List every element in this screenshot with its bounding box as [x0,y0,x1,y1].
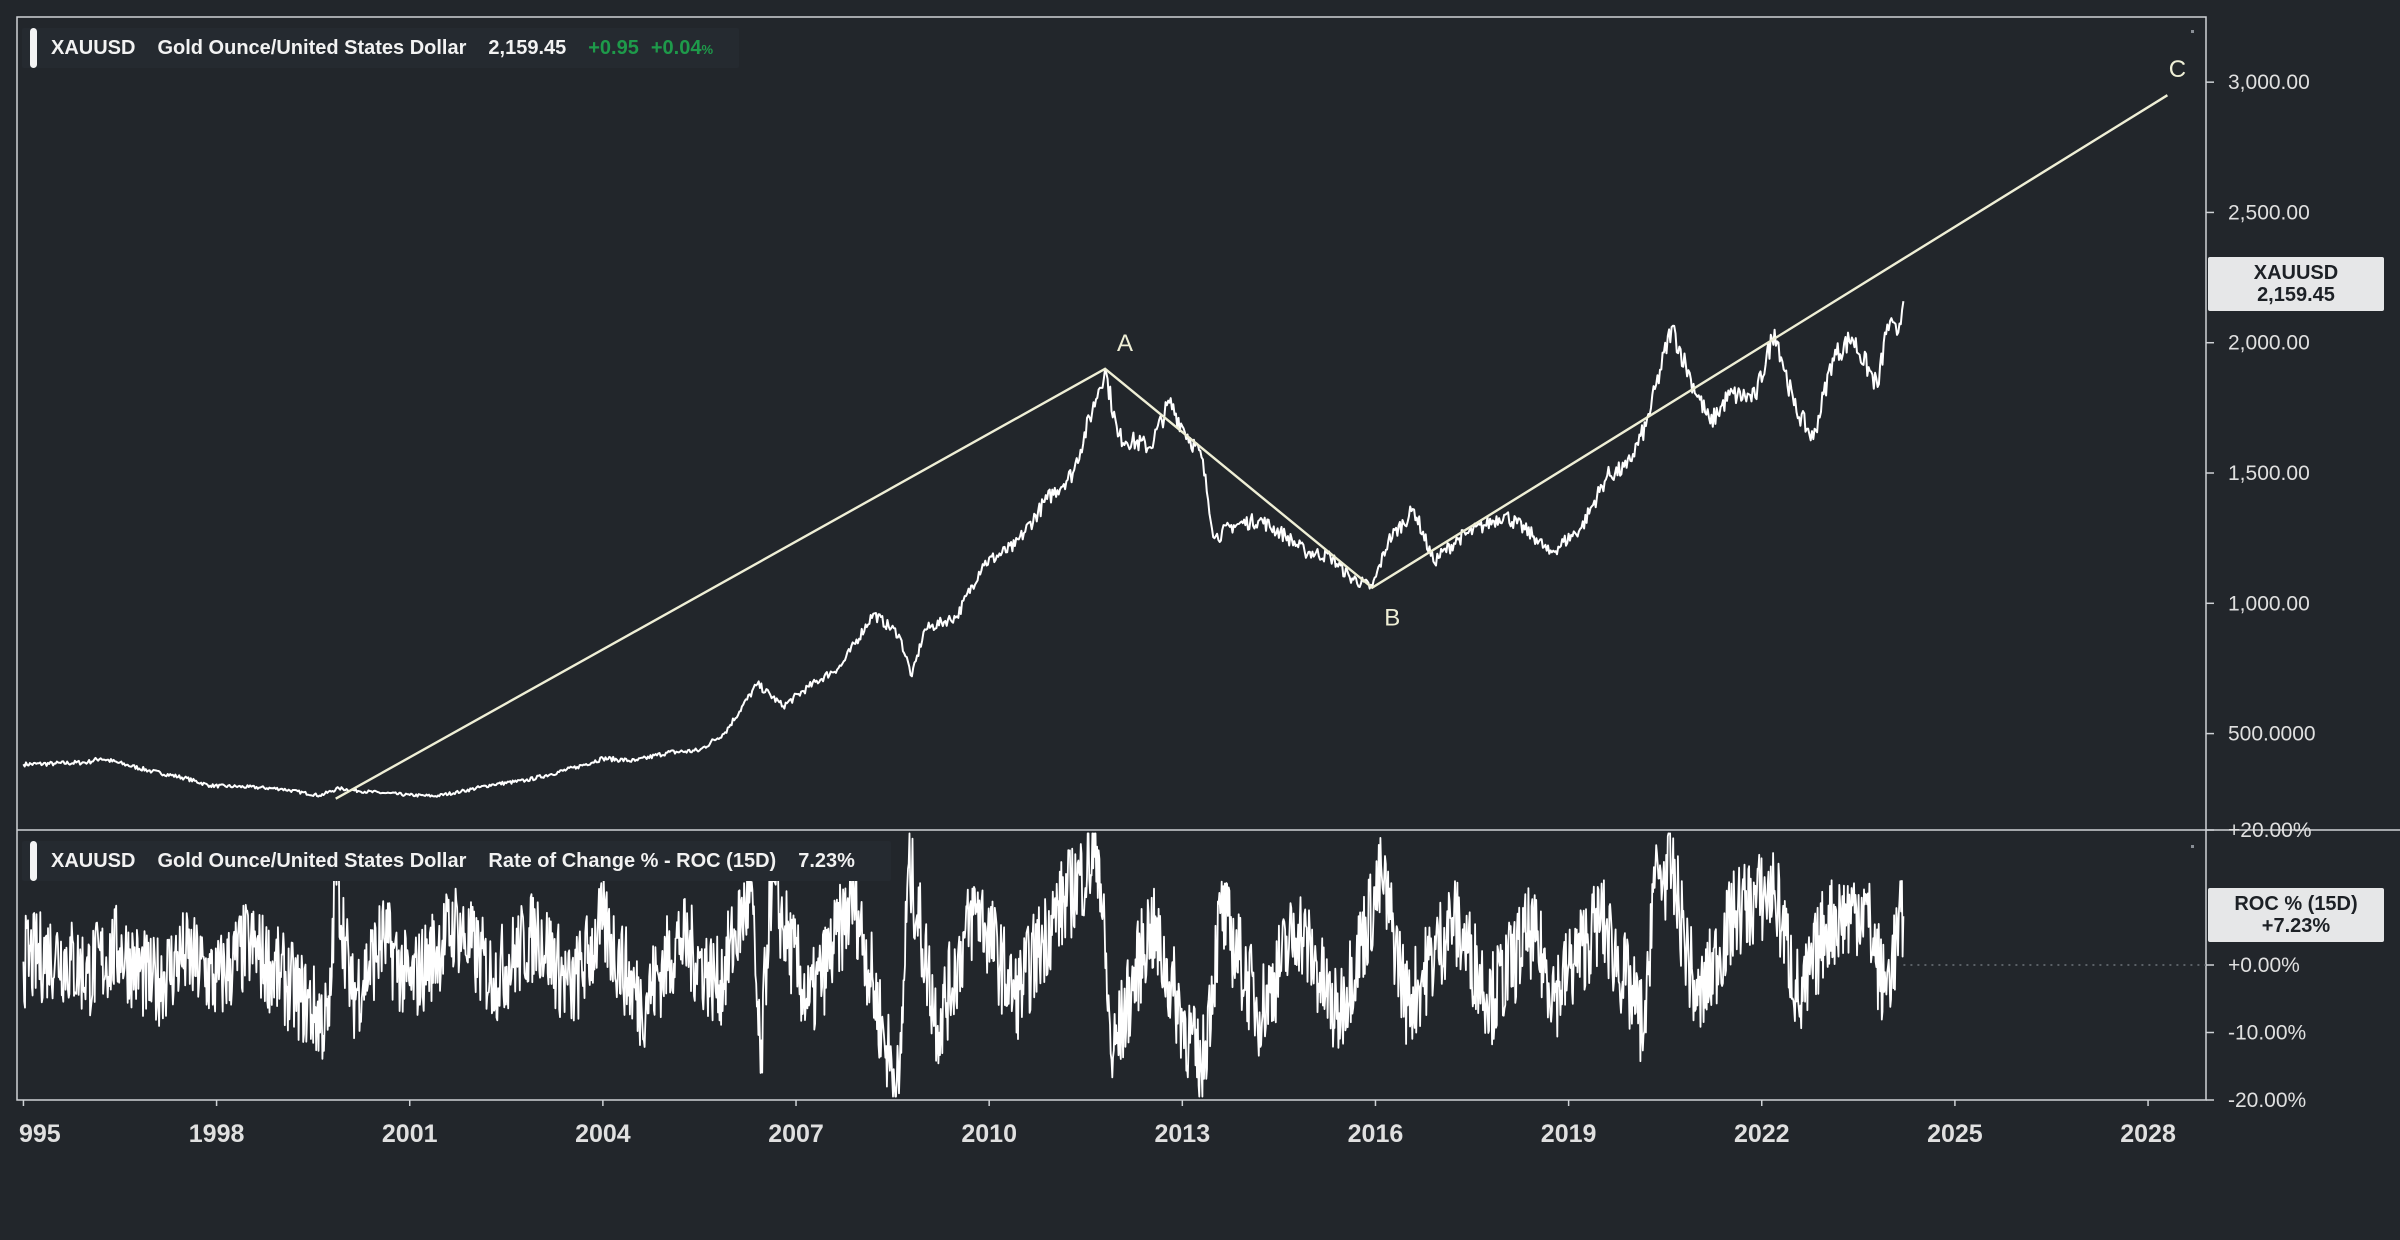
roc-tag-label: ROC % (15D) [2234,893,2358,915]
time-tick-label: 2019 [1541,1120,1597,1148]
roc-tag-value: +7.23% [2261,915,2331,937]
price-tick-label: 500.0000 [2228,723,2316,746]
legend-symbol[interactable]: XAUUSD [51,36,136,59]
legend-change-pct: +0.04% [650,36,714,59]
plot-border [16,16,2207,1101]
time-tick-label: 2022 [1734,1120,1790,1148]
price-tick-label: 2,000.00 [2228,332,2310,355]
price-legend[interactable]: XAUUSD Gold Ounce/United States Dollar 2… [22,28,740,68]
price-tag-symbol: XAUUSD [2253,262,2339,284]
legend-symbol[interactable]: XAUUSD [51,849,136,872]
price-axis[interactable]: 3,000.00 2,500.00 2,000.00 1,500.00 1,000.00… [2206,71,2316,746]
roc-axis-tag: ROC % (15D) +7.23% [2208,888,2384,942]
legend-price: 2,159.45 [488,36,567,59]
chart-frame [16,16,2400,1101]
time-tick-label: 995 [19,1120,61,1148]
price-tick-label: 1,500.00 [2228,462,2310,485]
roc-tick-label: +20.00% [2228,819,2312,842]
legend-indicator-name[interactable]: Rate of Change % - ROC (15D) [488,849,777,872]
pane-corner-marker [2191,30,2194,33]
time-tick-label: 2028 [2120,1120,2176,1148]
legend-drag-handle[interactable] [30,28,37,68]
time-tick-label: 2016 [1348,1120,1404,1148]
roc-tick-label: -20.00% [2228,1089,2306,1112]
pane-corner-marker [2191,845,2194,848]
legend-instrument-name: Gold Ounce/United States Dollar [157,36,467,59]
time-tick-label: 2004 [575,1120,631,1148]
time-tick-label: 2013 [1155,1120,1211,1148]
price-tag-value: 2,159.45 [2257,284,2335,306]
roc-axis[interactable]: +20.00% +0.00% -10.00% -20.00% [2206,819,2312,1112]
time-axis[interactable]: 995 1998 2001 2004 2007 2010 2013 2016 2019 2022 2… [19,1100,2176,1148]
price-tick-label: 3,000.00 [2228,71,2310,94]
legend-drag-handle[interactable] [30,841,37,881]
roc-tick-label: -10.00% [2228,1022,2306,1045]
legend-indicator-value: 7.23% [798,849,855,872]
legend-change: +0.95 [588,36,639,59]
time-tick-label: 2007 [768,1120,824,1148]
time-tick-label: 1998 [189,1120,245,1148]
price-series-line[interactable] [22,301,1905,798]
price-axis-tag: XAUUSD 2,159.45 [2208,257,2384,311]
price-tick-label: 2,500.00 [2228,201,2310,224]
annotation-label-a[interactable]: A [1117,330,1133,357]
annotation-label-b[interactable]: B [1384,605,1400,632]
roc-tick-label: +0.00% [2228,954,2300,977]
roc-legend[interactable]: XAUUSD Gold Ounce/United States Dollar R… [22,841,891,881]
time-tick-label: 2001 [382,1120,438,1148]
trend-drawing-line[interactable] [335,94,2169,800]
time-tick-label: 2010 [961,1120,1017,1148]
price-tick-label: 1,000.00 [2228,592,2310,615]
price-pane[interactable]: A B C [22,56,2186,800]
legend-instrument-name: Gold Ounce/United States Dollar [157,849,467,872]
time-tick-label: 2025 [1927,1120,1983,1148]
annotation-label-c[interactable]: C [2169,56,2186,83]
